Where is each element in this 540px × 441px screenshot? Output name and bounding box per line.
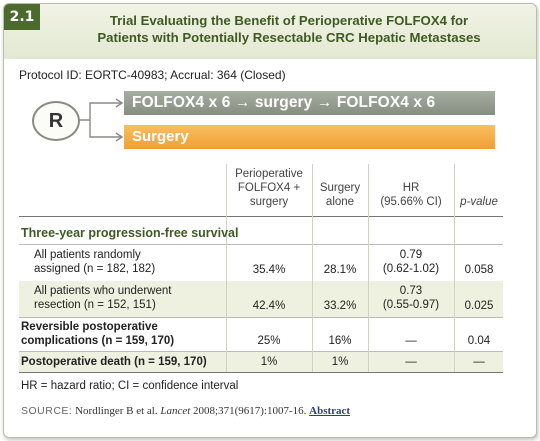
source-journal: Lancet bbox=[160, 405, 191, 417]
row-band-alt bbox=[19, 351, 503, 372]
row-label-line: assigned (n = 182, 182) bbox=[34, 263, 156, 275]
figure-title: Trial Evaluating the Benefit of Perioper… bbox=[54, 12, 524, 46]
column-divider bbox=[454, 164, 455, 372]
cell-pvalue: 0.025 bbox=[464, 300, 494, 312]
col-header-surgery-line: alone bbox=[325, 196, 355, 208]
cell-periop: 25% bbox=[257, 335, 281, 347]
column-divider bbox=[226, 164, 227, 372]
cell-hr: — bbox=[405, 335, 417, 347]
cell-surgery: 1% bbox=[331, 356, 349, 368]
source-reference: 2008;371(9617):1007-16. bbox=[193, 405, 307, 417]
cell-pvalue: 0.04 bbox=[467, 335, 491, 347]
col-header-hr-line: (95.66% CI) bbox=[380, 196, 442, 208]
col-header-periop: Perioperative FOLFOX4 + surgery bbox=[226, 167, 312, 209]
col-header-periop-line: surgery bbox=[249, 196, 289, 208]
row-label: All patients randomly assigned (n = 182,… bbox=[34, 248, 155, 276]
randomization-circle: R bbox=[32, 101, 80, 141]
cell-pvalue: — bbox=[473, 356, 485, 368]
cell-hr-line: (0.55-0.97) bbox=[382, 299, 440, 311]
row-rule bbox=[19, 317, 503, 318]
row-label: Postoperative death (n = 159, 170) bbox=[21, 355, 207, 369]
cell-periop: 42.4% bbox=[252, 300, 286, 312]
table-bottom-rule bbox=[19, 372, 503, 373]
col-header-hr-line: HR bbox=[402, 182, 420, 194]
column-divider bbox=[312, 164, 313, 372]
cell-surgery: 33.2% bbox=[323, 300, 357, 312]
source-citation: SOURCE: Nordlinger B et al. Lancet 2008;… bbox=[21, 405, 350, 417]
cell-hr-line: 0.73 bbox=[399, 285, 423, 297]
cell-periop: 1% bbox=[260, 356, 278, 368]
figure-card: 2.1 Trial Evaluating the Benefit of Peri… bbox=[3, 3, 537, 438]
row-label-line: Postoperative death (n = 159, 170) bbox=[21, 356, 207, 368]
cell-surgery: 28.1% bbox=[323, 264, 357, 276]
col-header-surgery: Surgery alone bbox=[312, 181, 368, 209]
row-label: All patients who underwent resection (n … bbox=[34, 284, 171, 312]
cell-hr: — bbox=[405, 356, 417, 368]
cell-pvalue: 0.058 bbox=[464, 264, 494, 276]
cell-hr: 0.73 (0.55-0.97) bbox=[368, 284, 454, 312]
row-label-line: resection (n = 152, 151) bbox=[34, 299, 156, 311]
cell-hr-line: (0.62-1.02) bbox=[382, 263, 440, 275]
column-divider bbox=[368, 164, 369, 372]
section-title-pfs: Three-year progression-free survival bbox=[21, 226, 239, 240]
protocol-info: Protocol ID: EORTC-40983; Accrual: 364 (… bbox=[19, 68, 286, 82]
abbreviation-legend: HR = hazard ratio; CI = confidence inter… bbox=[21, 380, 239, 392]
col-header-periop-line: Perioperative bbox=[235, 168, 303, 180]
source-authors: Nordlinger B et al. bbox=[75, 405, 158, 417]
cell-hr-line: 0.79 bbox=[399, 249, 423, 261]
cell-hr: 0.79 (0.62-1.02) bbox=[368, 248, 454, 276]
col-header-hr: HR (95.66% CI) bbox=[368, 181, 454, 209]
row-label-line: All patients randomly bbox=[34, 249, 141, 261]
figure-header: 2.1 Trial Evaluating the Benefit of Peri… bbox=[4, 4, 536, 59]
row-label: Reversible postoperative complications (… bbox=[21, 320, 174, 348]
figure-title-line-2: Patients with Potentially Resectable CRC… bbox=[97, 30, 481, 45]
row-label-line: complications (n = 159, 170) bbox=[21, 335, 175, 347]
randomization-arrows bbox=[78, 98, 124, 142]
source-label: SOURCE: bbox=[21, 405, 73, 417]
row-label-line: All patients who underwent bbox=[34, 285, 172, 297]
col-header-periop-line: FOLFOX4 + bbox=[237, 182, 301, 194]
header-rule bbox=[19, 216, 503, 217]
abstract-link[interactable]: Abstract bbox=[309, 405, 351, 417]
section-rule bbox=[19, 244, 503, 245]
arm-folfox4-surgery: FOLFOX4 x 6 → surgery → FOLFOX4 x 6 bbox=[124, 91, 495, 115]
cell-periop: 35.4% bbox=[252, 264, 286, 276]
cell-surgery: 16% bbox=[328, 335, 352, 347]
figure-number-badge: 2.1 bbox=[4, 4, 40, 30]
arm-surgery-alone: Surgery bbox=[124, 125, 495, 149]
row-label-line: Reversible postoperative bbox=[21, 321, 158, 333]
col-header-pvalue: p-value bbox=[460, 196, 498, 208]
col-header-surgery-line: Surgery bbox=[319, 182, 361, 194]
row-band-alt bbox=[19, 281, 503, 317]
figure-title-line-1: Trial Evaluating the Benefit of Perioper… bbox=[109, 13, 469, 28]
row-rule bbox=[19, 351, 503, 352]
